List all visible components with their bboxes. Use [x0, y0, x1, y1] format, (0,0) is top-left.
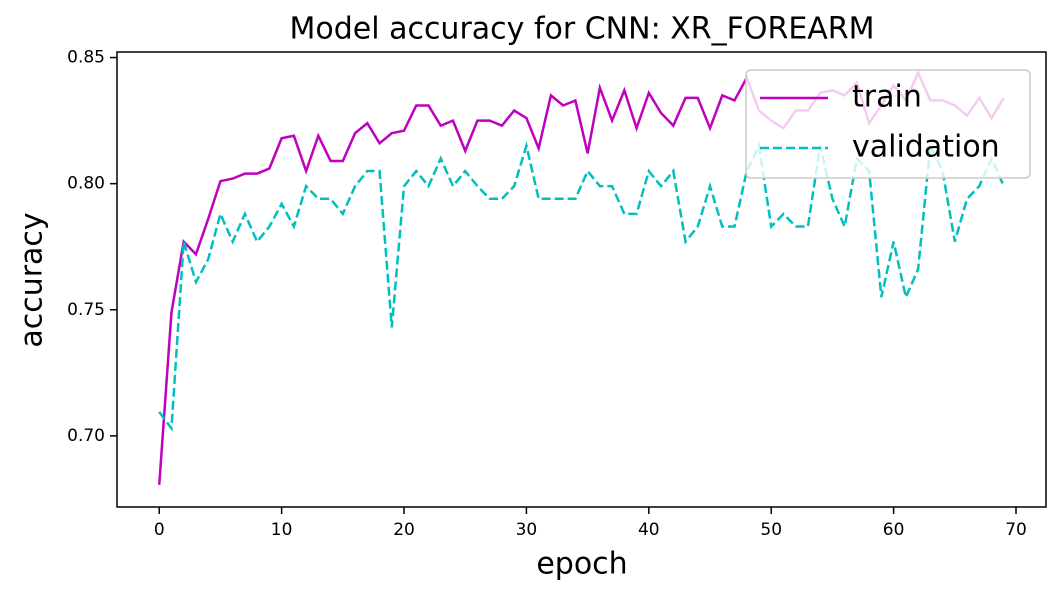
- x-tick-label: 0: [154, 520, 165, 540]
- y-tick-label: 0.75: [67, 300, 105, 320]
- x-tick-label: 50: [760, 520, 782, 540]
- x-tick-label: 40: [638, 520, 660, 540]
- y-tick-label: 0.80: [67, 174, 105, 194]
- y-tick-label: 0.85: [67, 48, 105, 68]
- plot-frame: [116, 51, 1047, 508]
- chart-title: Model accuracy for CNN: XR_FOREARM: [289, 12, 874, 47]
- x-tick-label: 60: [883, 520, 905, 540]
- legend-label: validation: [852, 130, 1000, 165]
- x-axis-label: epoch: [536, 547, 627, 582]
- x-tick-label: 70: [1005, 520, 1027, 540]
- x-tick-label: 20: [393, 520, 415, 540]
- legend-label: train: [852, 80, 922, 115]
- series-line: [158, 140, 1005, 432]
- y-axis-label: accuracy: [15, 212, 50, 347]
- x-tick-label: 30: [516, 520, 538, 540]
- y-tick-label: 0.70: [67, 426, 105, 446]
- x-tick-label: 10: [271, 520, 293, 540]
